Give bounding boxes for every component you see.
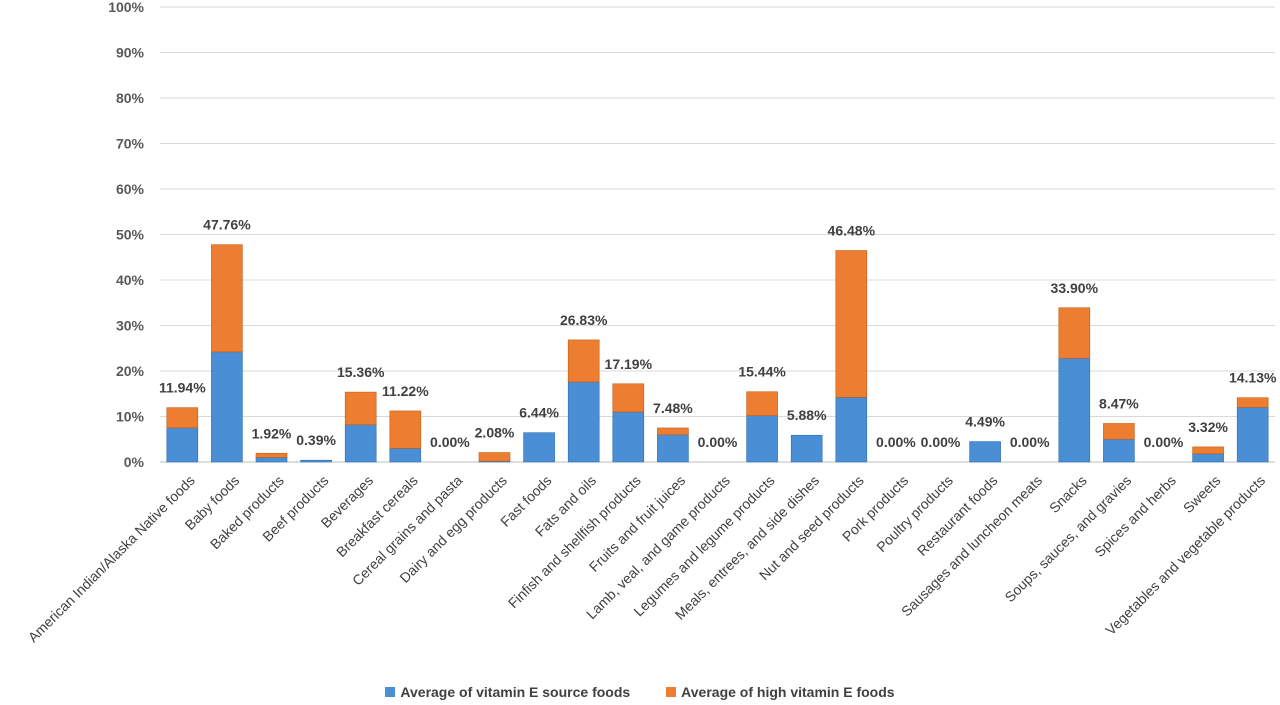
bar-segment-source — [523, 432, 555, 463]
x-category-label: Snacks — [1046, 472, 1090, 516]
x-category-label: Spices and herbs — [1091, 472, 1179, 560]
bar-segment-source — [211, 351, 243, 463]
data-labels: 11.94% 47.76% 1.92% 0.39% 15.36% 11.22% 0.00% 2… — [159, 217, 1277, 450]
data-label: 0.00% — [1010, 434, 1050, 450]
data-label: 0.00% — [876, 434, 916, 450]
x-category-label: Restaurant foods — [914, 472, 1001, 559]
legend-label-source-foods: Average of vitamin E source foods — [400, 684, 631, 700]
y-tick-label: 40% — [116, 272, 145, 288]
bar-segment-source — [1103, 438, 1135, 463]
bar-segment-source — [166, 427, 199, 463]
y-tick-label: 30% — [116, 318, 145, 334]
data-label: 17.19% — [605, 356, 653, 372]
bar-segment-high — [746, 391, 778, 416]
data-label: 15.44% — [738, 364, 786, 380]
bar-segment-source — [300, 459, 332, 463]
bars — [166, 244, 1269, 463]
data-label: 46.48% — [828, 223, 876, 239]
legend-swatch-source-foods — [385, 687, 396, 697]
bar-segment-high — [389, 410, 422, 449]
legend-swatch-high-foods — [666, 687, 677, 697]
data-label: 0.00% — [698, 434, 738, 450]
data-label: 1.92% — [252, 425, 292, 441]
y-axis-tick-labels: 0% 10% 20% 30% 40% 50% 60% 70% 80% 90% 100% — [108, 0, 144, 470]
data-label: 15.36% — [337, 364, 385, 380]
data-label: 8.47% — [1099, 395, 1139, 411]
data-label: 2.08% — [475, 425, 515, 441]
data-label: 5.88% — [787, 407, 827, 423]
bar-segment-high — [344, 391, 377, 425]
data-label: 6.44% — [519, 405, 559, 421]
bar-segment-source — [1236, 407, 1269, 463]
bar-segment-high — [1058, 307, 1091, 359]
bar-segment-source — [1192, 453, 1224, 463]
x-category-label: Poultry products — [873, 472, 956, 555]
data-label: 33.90% — [1051, 280, 1099, 296]
bar-segment-high — [478, 452, 511, 462]
data-label: 0.00% — [1144, 434, 1184, 450]
legend-item-source-foods: Average of vitamin E source foods — [385, 684, 630, 700]
data-label: 26.83% — [560, 312, 608, 328]
gridlines — [160, 6, 1275, 463]
legend-label-high-foods: Average of high vitamin E foods — [681, 684, 895, 700]
bar-segment-source — [790, 434, 823, 463]
y-tick-label: 100% — [108, 0, 144, 15]
data-label: 0.39% — [296, 432, 336, 448]
bar-segment-source — [1058, 357, 1091, 463]
y-tick-label: 80% — [116, 90, 145, 106]
data-label: 0.00% — [921, 434, 961, 450]
bar-segment-source — [835, 397, 868, 463]
bar-segment-high — [1236, 397, 1269, 408]
bar-segment-source — [389, 448, 422, 463]
data-label: 11.94% — [159, 380, 206, 396]
x-category-label: American Indian/Alaska Native foods — [25, 472, 198, 645]
bar-segment-high — [835, 250, 868, 398]
y-tick-label: 0% — [124, 454, 145, 470]
x-axis-category-labels: American Indian/Alaska Native foodsBaby … — [25, 472, 1268, 645]
bar-segment-source — [746, 415, 778, 463]
y-tick-label: 70% — [116, 136, 145, 152]
bar-segment-high — [211, 244, 243, 353]
bar-segment-source — [969, 441, 1001, 463]
data-label: 0.00% — [430, 434, 470, 450]
x-category-label: Vegetables and vegetable products — [1102, 472, 1268, 638]
bar-segment-high — [567, 339, 600, 383]
data-label: 3.32% — [1188, 419, 1228, 435]
data-label: 47.76% — [203, 217, 251, 233]
legend-item-high-foods: Average of high vitamin E foods — [666, 684, 895, 700]
y-tick-label: 10% — [116, 409, 145, 425]
data-label: 14.13% — [1229, 370, 1277, 386]
data-label: 4.49% — [965, 414, 1005, 430]
bar-segment-source — [344, 424, 377, 463]
x-category-label: Sweets — [1180, 472, 1224, 516]
bar-segment-high — [166, 407, 199, 429]
bar-segment-high — [1103, 423, 1135, 440]
bar-segment-source — [657, 434, 689, 463]
bar-segment-source — [612, 411, 645, 463]
bar-segment-high — [1192, 446, 1224, 455]
bar-segment-high — [657, 427, 689, 436]
bar-segment-source — [255, 457, 288, 463]
y-tick-label: 60% — [116, 181, 145, 197]
stacked-bar-chart: 0% 10% 20% 30% 40% 50% 60% 70% 80% 90% 100% 11.94%… — [25, 0, 1277, 645]
bar-segment-high — [612, 383, 645, 413]
y-tick-label: 90% — [116, 45, 145, 61]
data-label: 11.22% — [382, 383, 429, 399]
y-tick-label: 20% — [116, 363, 145, 379]
y-tick-label: 50% — [116, 227, 145, 243]
data-label: 7.48% — [653, 400, 693, 416]
bar-segment-high — [255, 452, 288, 458]
legend: Average of vitamin E source foods Averag… — [0, 684, 1280, 700]
bar-segment-source — [567, 381, 600, 463]
x-category-label: Breakfast cereals — [333, 472, 421, 560]
